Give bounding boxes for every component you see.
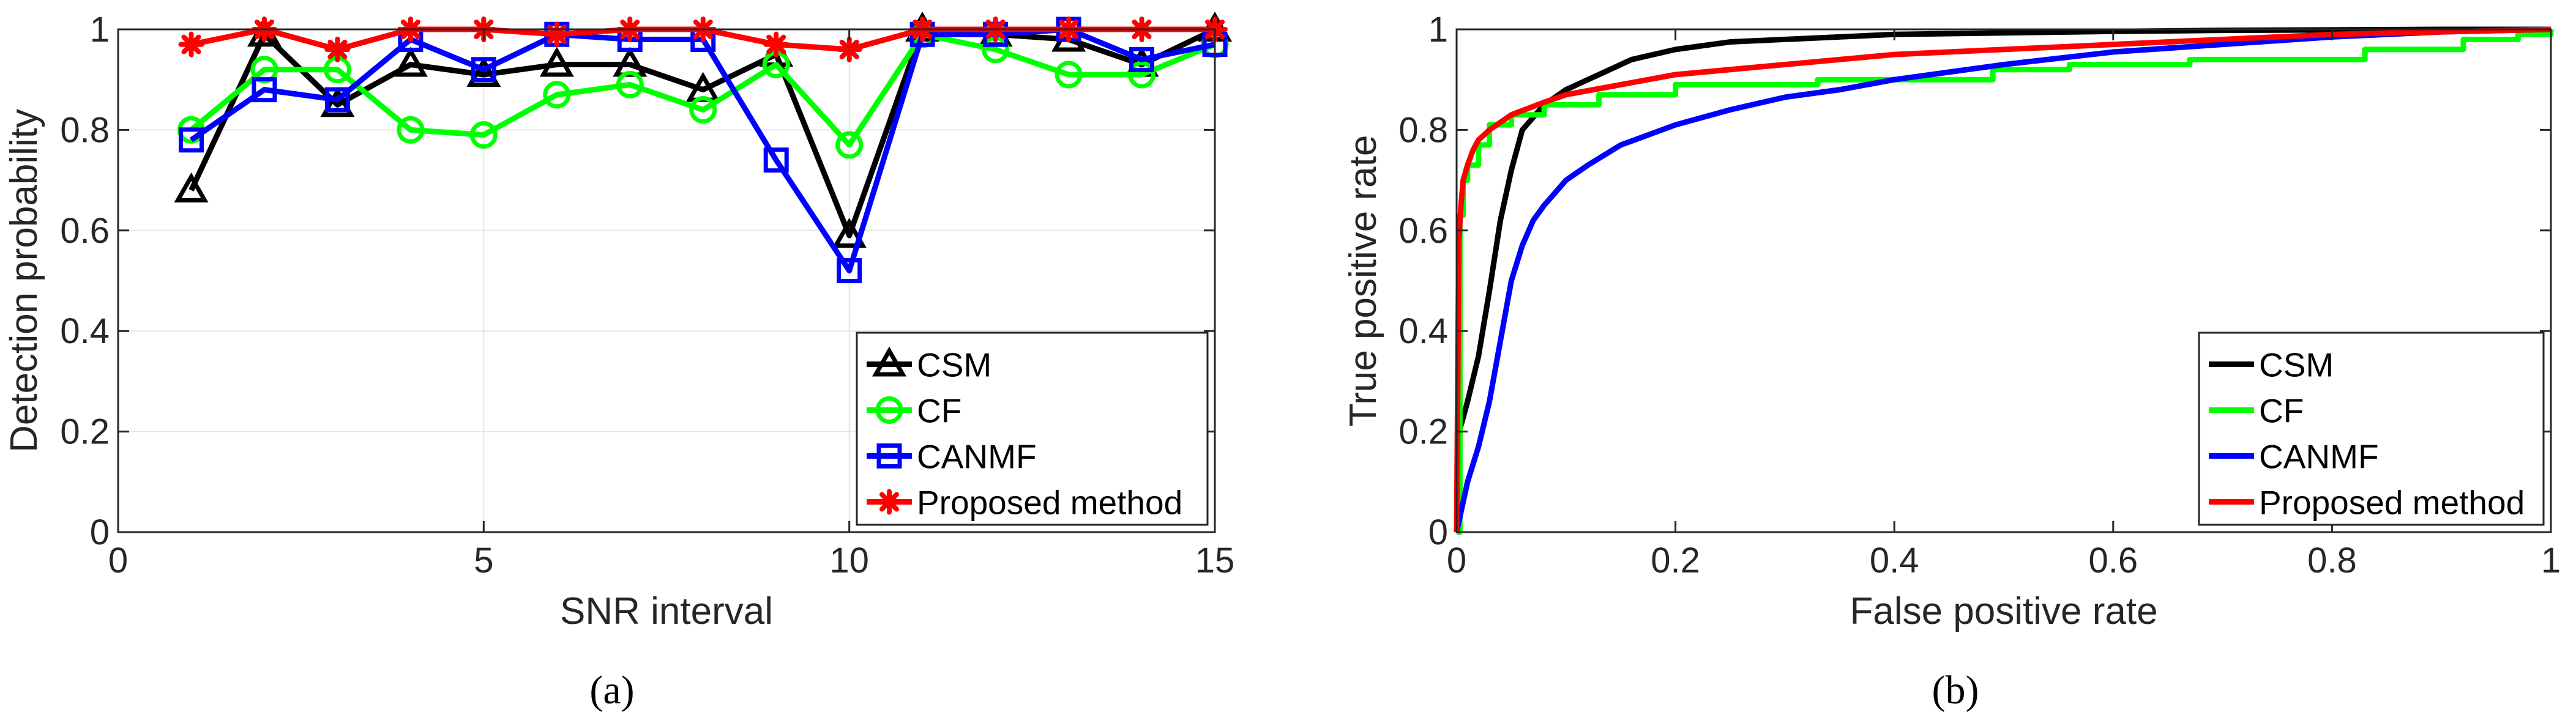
data-point [252, 77, 277, 103]
data-point [1055, 61, 1083, 89]
data-point [763, 147, 789, 173]
y-tick-label: 0.6 [60, 211, 110, 251]
data-point [763, 31, 790, 57]
x-tick-label: 15 [1195, 541, 1235, 580]
legend-label: CF [917, 392, 961, 430]
legend-box [2198, 332, 2545, 526]
series-canmf [1454, 26, 2552, 533]
series-csm [1454, 26, 2551, 533]
data-point [1129, 46, 1155, 72]
legend-label: Proposed method [917, 484, 1182, 522]
series-line [1454, 26, 2552, 533]
data-point [832, 217, 867, 248]
data-point [836, 36, 862, 62]
panel-label-a: (a) [589, 668, 634, 713]
legend-label: CF [2259, 392, 2304, 430]
y-tick-label: 0.8 [1398, 110, 1448, 150]
data-point [393, 46, 428, 77]
legend-box [856, 332, 1209, 526]
series-proposed-method [1454, 26, 2552, 533]
data-point-stroke [766, 34, 786, 54]
panel-b-roc-chart: 0 0.2 0.4 0.6 0.8 1 0 0.2 0.4 0.6 0.8 1 False positi… [1342, 10, 2561, 632]
y-tick-label: 0.4 [1398, 311, 1448, 351]
series-line [1454, 26, 2551, 533]
y-tick-label: 0 [1428, 513, 1448, 552]
panel-label-b: (b) [1932, 668, 1979, 713]
y-axis-title: True positive rate [1342, 135, 1384, 427]
data-point [543, 81, 571, 109]
legend-marker [875, 396, 903, 424]
legend-marker [876, 489, 902, 515]
data-point [1128, 61, 1156, 89]
y-tick-label: 0.2 [60, 412, 110, 452]
y-tick-label: 1 [1428, 10, 1448, 50]
data-point [320, 87, 355, 117]
legend-marker-stroke [879, 492, 900, 512]
y-tick-label: 0.6 [1398, 211, 1448, 251]
x-tick-label: 0.2 [1651, 541, 1700, 580]
y-tick-label: 1 [90, 10, 110, 50]
data-point [178, 31, 204, 57]
data-point [539, 46, 574, 77]
data-point-stroke [839, 39, 859, 59]
x-tick-label: 0.6 [2088, 541, 2138, 580]
y-tick-label: 0 [90, 513, 110, 552]
x-tick-label: 1 [2541, 541, 2561, 580]
legend-marker [872, 346, 907, 377]
y-tick-label: 0.2 [1398, 412, 1448, 452]
data-point [616, 70, 644, 98]
axes-box [117, 28, 1216, 533]
axes-box [1455, 28, 2552, 533]
data-point [835, 131, 864, 159]
x-tick-label: 10 [829, 541, 869, 580]
legend-marker [876, 443, 902, 469]
data-point-stroke [327, 39, 348, 59]
x-tick-label: 0.8 [2307, 541, 2357, 580]
data-point [324, 36, 351, 62]
legend-label: CANMF [917, 438, 1037, 476]
data-point [174, 172, 209, 203]
y-axis-title: Detection probability [3, 109, 45, 453]
x-axis-title: SNR interval [560, 590, 773, 632]
series-line [189, 31, 1216, 148]
x-tick-label: 0.4 [1870, 541, 1919, 580]
y-tick-label: 0.4 [60, 311, 110, 351]
legend: CSM CF CANMF Proposed method [2198, 332, 2545, 526]
data-point [466, 56, 501, 87]
y-tick-label: 0.8 [60, 110, 110, 150]
data-point [469, 121, 498, 149]
data-point [397, 116, 425, 144]
legend: CSM CF CANMF Proposed method [856, 332, 1209, 526]
legend-label: CSM [2259, 346, 2334, 384]
x-tick-label: 0 [108, 541, 128, 580]
data-point [689, 96, 717, 124]
data-point [837, 258, 862, 284]
x-tick-label: 0 [1447, 541, 1466, 580]
data-point [324, 87, 350, 113]
legend-label: CSM [917, 346, 991, 384]
data-point-stroke [181, 34, 201, 54]
legend-label: CANMF [2259, 438, 2379, 476]
x-axis-title: False positive rate [1850, 590, 2157, 632]
x-tick-label: 5 [474, 541, 493, 580]
data-point [471, 57, 496, 83]
data-point [543, 21, 570, 48]
legend-label: Proposed method [2259, 484, 2525, 522]
data-point [178, 127, 204, 153]
series-line [1454, 26, 2552, 533]
panel-a-detection-probability-chart: 0 5 10 15 0 0.2 0.4 0.6 0.8 1 SNR interval Detectio… [3, 10, 1234, 632]
